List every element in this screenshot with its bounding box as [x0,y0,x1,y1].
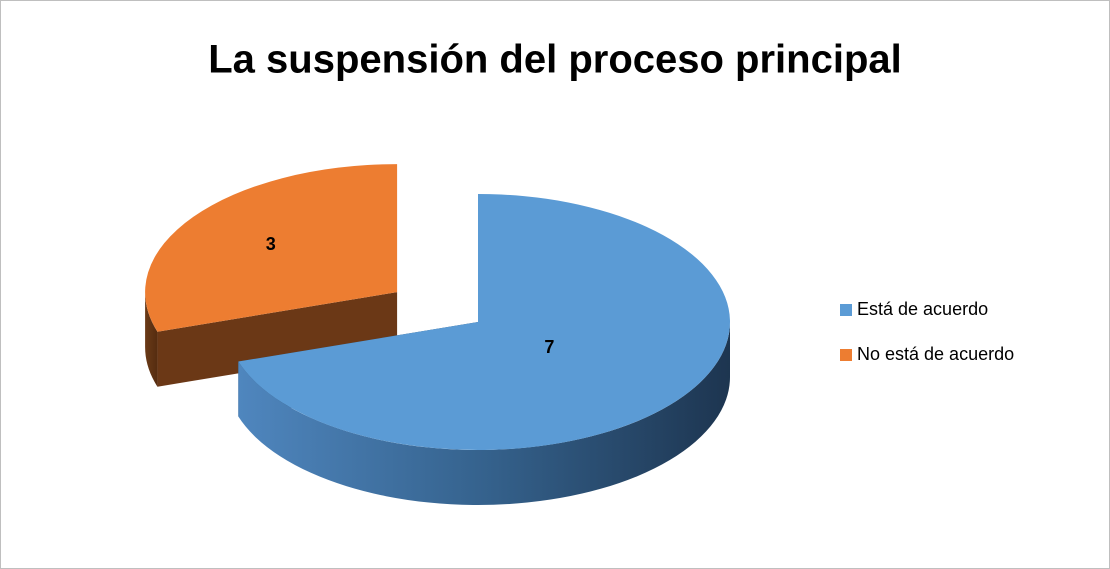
slice-side [238,322,731,506]
legend-label: Está de acuerdo [857,299,988,319]
data-label: 3 [266,234,276,254]
legend-swatch [840,304,852,316]
slice-wall [157,292,398,387]
slice-top [238,194,731,450]
data-label: 7 [544,337,554,357]
legend-swatch [840,349,852,361]
legend: Está de acuerdo No está de acuerdo [840,299,1014,364]
legend-label: No está de acuerdo [857,344,1014,364]
pie: 37 [145,164,731,506]
slice-top [145,164,398,332]
chart-title: La suspensión del proceso principal [208,38,902,82]
slice-side [145,292,158,387]
